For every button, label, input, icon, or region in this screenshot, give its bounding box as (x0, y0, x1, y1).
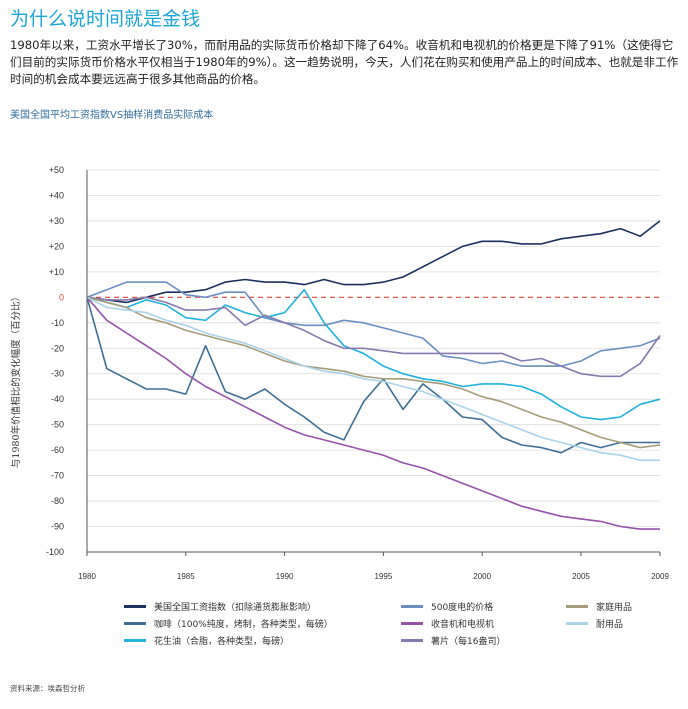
y-tick-label: -80 (51, 496, 64, 506)
y-tick-label: -90 (51, 522, 64, 532)
x-tick-label: 2005 (572, 572, 590, 581)
intro-paragraph: 1980年以来，工资水平增长了30%，而耐用品的实际货币价格却下降了64%。收音… (10, 38, 679, 86)
y-tick-label: +30 (49, 216, 64, 226)
series-line-7 (86, 296, 661, 449)
y-tick-label: -60 (51, 445, 64, 455)
x-tick-label: 1985 (177, 572, 195, 581)
legend-entry: 耐用品 (566, 617, 623, 630)
x-tick-label: 1990 (276, 572, 294, 581)
x-tick-label: 1995 (374, 572, 392, 581)
legend-label: 耐用品 (596, 620, 624, 630)
x-tick-label: 2009 (651, 572, 669, 581)
x-tick-label: 1980 (78, 572, 96, 581)
legend-entry: 薯片（每16盎司） (401, 634, 505, 647)
y-tick-label: -10 (51, 318, 64, 328)
legend-swatch (401, 622, 423, 625)
legend-label: 500度电的价格 (431, 603, 494, 613)
source-note: 资料来源：埃森哲分析 (10, 684, 85, 693)
legend-entry: 咖啡（100%纯度，烤制，各种类型，每磅） (124, 617, 333, 630)
legend-swatch (124, 639, 146, 642)
chart-subtitle: 美国全国平均工资指数VS抽样消费品实际成本 (10, 110, 214, 121)
page-title: 为什么说时间就是金钱 (10, 8, 201, 30)
legend-swatch (401, 639, 423, 642)
y-tick-label: +10 (49, 267, 64, 277)
y-tick-labels: +50 +40 +30 +20 +10 0 -10 -20 -30 -40 -50 -60 -70 -80… (46, 165, 64, 557)
legend-swatch (124, 605, 146, 608)
y-tick-label: +40 (49, 190, 64, 200)
y-tick-label: -70 (51, 471, 64, 481)
legend-swatch (566, 622, 588, 625)
x-tick-label: 2000 (473, 572, 491, 581)
legend-swatch (401, 605, 423, 608)
y-tick-label: -50 (51, 420, 64, 430)
series-line-2 (86, 297, 660, 454)
series-line-8 (86, 296, 660, 462)
legend-label: 美国全国工资指数（扣除通货膨胀影响） (154, 603, 317, 613)
legend-label: 家庭用品 (596, 603, 633, 613)
y-tick-label: -30 (51, 369, 64, 379)
series-lines (86, 220, 661, 530)
series-line-3 (86, 288, 661, 421)
series-line-4 (86, 281, 661, 367)
legend-entry: 花生油（合脂，各种类型，每磅） (124, 634, 289, 647)
y-tick-label: +50 (49, 165, 64, 175)
y-tick-label: +20 (49, 241, 64, 251)
x-tick-labels: 1980 1985 1990 1995 2000 2005 2009 (78, 572, 669, 581)
series-line-5 (86, 296, 660, 530)
series-line-6 (86, 296, 661, 378)
legend-entry: 美国全国工资指数（扣除通货膨胀影响） (124, 600, 316, 613)
legend-label: 咖啡（100%纯度，烤制，各种类型，每磅） (154, 620, 333, 630)
legend-entry: 收音机和电视机 (401, 617, 494, 630)
y-tick-label: 0 (59, 292, 64, 302)
legend-label: 花生油（合脂，各种类型，每磅） (154, 637, 290, 647)
legend-swatch (566, 605, 588, 608)
legend-label: 薯片（每16盎司） (431, 637, 506, 647)
legend-entry: 500度电的价格 (401, 600, 493, 613)
legend-label: 收音机和电视机 (431, 620, 495, 630)
axes (86, 170, 661, 556)
y-tick-label: -100 (46, 547, 64, 557)
legend-swatch (124, 622, 146, 625)
y-tick-label: -40 (51, 394, 64, 404)
legend-entry: 家庭用品 (566, 600, 632, 613)
y-tick-label: -20 (51, 343, 64, 353)
series-line-1 (86, 220, 661, 304)
gridlines (87, 169, 660, 553)
